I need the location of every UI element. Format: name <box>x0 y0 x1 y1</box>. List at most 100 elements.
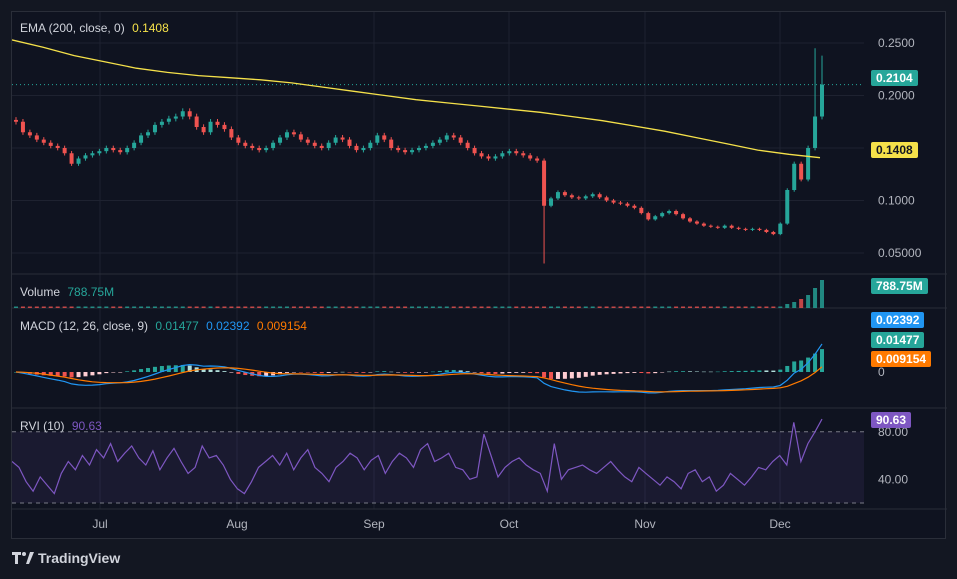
candle-body <box>305 139 310 143</box>
macd-histogram-bar <box>298 372 303 373</box>
rvi-legend: RVI (10) 90.63 <box>20 419 106 433</box>
volume-bar <box>729 306 734 308</box>
macd-histogram-bar <box>291 372 296 373</box>
candle-body <box>333 137 338 143</box>
candle-body <box>291 132 296 135</box>
macd-histogram-bar <box>820 349 824 372</box>
candle-body <box>375 135 380 143</box>
candle-body <box>139 135 144 143</box>
macd-legend-hist: 0.01477 <box>155 319 199 333</box>
macd-legend-label: MACD (12, 26, close, 9) <box>20 319 149 333</box>
candle-body <box>743 228 748 230</box>
candle-body <box>55 145 60 148</box>
candle-body <box>396 148 401 151</box>
macd-histogram-bar <box>618 372 623 374</box>
volume-bar <box>139 306 144 308</box>
volume-bar <box>326 306 331 308</box>
volume-bar <box>646 306 651 308</box>
x-tick-label: Jul <box>92 517 107 531</box>
macd-line <box>15 343 823 394</box>
candle-body <box>90 153 95 156</box>
candle-body <box>20 121 25 133</box>
candle-body <box>187 111 192 117</box>
ema-line <box>12 39 821 159</box>
macd-histogram-bar <box>750 370 755 372</box>
candle-body <box>201 127 206 133</box>
price-tick-label: 0.1000 <box>878 194 915 208</box>
macd-histogram-bar <box>368 372 373 373</box>
candle-body <box>764 229 769 232</box>
candle-body <box>778 223 783 235</box>
macd-histogram-bar <box>430 371 435 373</box>
macd-histogram-bar <box>48 372 53 376</box>
candle-body <box>166 118 171 122</box>
candle-body <box>319 145 324 148</box>
volume-bar <box>278 306 283 308</box>
candle-body <box>625 203 630 206</box>
candle-body <box>521 153 526 156</box>
macd-histogram-bar <box>437 370 442 372</box>
volume-bar <box>542 306 547 308</box>
macd-histogram-bar <box>604 372 609 375</box>
candle-body <box>389 139 394 148</box>
macd-histogram-bar <box>528 372 533 373</box>
rvi-line <box>12 418 823 495</box>
volume-bar <box>208 306 213 308</box>
macd-histogram-bar <box>771 370 776 372</box>
macd-histogram-bar <box>549 372 554 379</box>
rvi-badge: 90.63 <box>871 412 912 428</box>
volume-bar <box>340 306 345 308</box>
rvi-legend-label: RVI (10) <box>20 419 65 433</box>
candle-body <box>653 216 658 220</box>
volume-bar <box>243 306 248 308</box>
candle-body <box>368 142 373 148</box>
macd-histogram-bar <box>187 365 192 372</box>
volume-bar <box>375 306 380 308</box>
x-tick-label: Aug <box>226 517 247 531</box>
volume-bar <box>792 302 797 308</box>
volume-bar <box>778 306 783 308</box>
candle-body <box>799 163 804 180</box>
volume-bar <box>14 306 18 308</box>
candle-body <box>159 121 164 125</box>
candle-body <box>750 228 755 230</box>
macd-histogram-bar <box>722 371 727 372</box>
candle-body <box>298 134 303 140</box>
chart-canvas[interactable]: JulAugSepOctNovDec0.25000.20000.15000.10… <box>12 12 947 540</box>
candle-body <box>479 153 484 157</box>
macd-histogram-bar <box>347 372 352 373</box>
macd-histogram-bar <box>632 372 637 373</box>
candle-body <box>694 221 699 224</box>
macd-histogram-bar <box>569 372 574 379</box>
volume-bar <box>229 306 234 308</box>
candle-body <box>417 148 421 151</box>
macd-histogram-bar <box>215 370 220 372</box>
candle-body <box>708 225 713 227</box>
volume-bar <box>187 306 192 308</box>
macd-histogram-bar <box>444 370 449 372</box>
macd-histogram-bar <box>583 372 588 377</box>
volume-bar <box>708 306 713 308</box>
candle-body <box>736 227 741 229</box>
volume-bar <box>417 306 421 308</box>
x-tick-label: Sep <box>363 517 385 531</box>
macd-histogram-bar <box>736 370 741 372</box>
signal-line <box>15 366 823 393</box>
candle-body <box>583 196 588 199</box>
macd-histogram-bar <box>417 372 421 373</box>
ema-badge: 0.1408 <box>871 142 918 158</box>
volume-bar <box>465 306 470 308</box>
x-tick-label: Nov <box>634 517 655 531</box>
volume-bar <box>41 306 46 308</box>
volume-bar <box>48 306 53 308</box>
candle-body <box>486 156 491 159</box>
macd-histogram-bar <box>208 369 213 372</box>
volume-bar <box>201 306 206 308</box>
macd-histogram-bar <box>55 372 60 377</box>
macd-histogram-bar <box>382 371 387 372</box>
volume-bar <box>264 306 269 308</box>
macd-histogram-bar <box>778 369 783 372</box>
candle-body <box>76 158 81 164</box>
volume-bar <box>757 306 762 308</box>
macd-legend: MACD (12, 26, close, 9) 0.01477 0.02392 … <box>20 319 311 333</box>
